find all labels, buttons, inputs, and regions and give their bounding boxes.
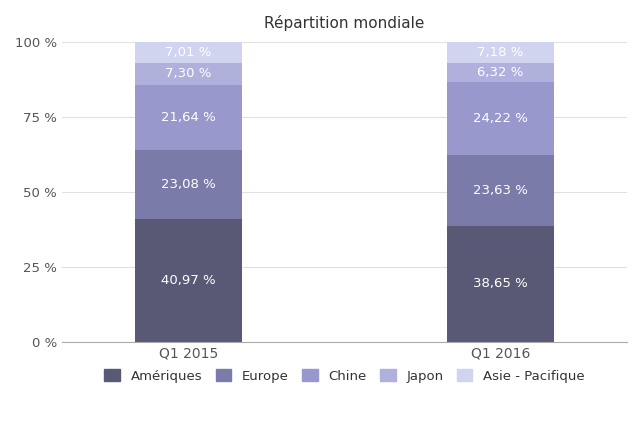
Bar — [447, 63, 554, 83]
Legend: Amériques, Europe, Chine, Japon, Asie - Pacifique: Amériques, Europe, Chine, Japon, Asie - … — [98, 363, 591, 389]
Bar — [135, 85, 242, 150]
Text: 23,63 %: 23,63 % — [473, 184, 528, 197]
Text: 21,64 %: 21,64 % — [161, 111, 216, 124]
Bar — [447, 42, 554, 63]
Text: 7,30 %: 7,30 % — [166, 67, 212, 80]
Text: 7,18 %: 7,18 % — [477, 46, 523, 59]
Text: 24,22 %: 24,22 % — [473, 112, 528, 125]
Bar — [135, 42, 242, 63]
Bar — [135, 150, 242, 219]
Bar — [447, 155, 554, 226]
Text: 7,01 %: 7,01 % — [166, 46, 212, 59]
Bar — [135, 63, 242, 85]
Bar — [447, 226, 554, 342]
Bar — [447, 83, 554, 155]
Text: 40,97 %: 40,97 % — [161, 274, 216, 287]
Text: 38,65 %: 38,65 % — [473, 277, 528, 290]
Text: 6,32 %: 6,32 % — [477, 66, 523, 80]
Text: 23,08 %: 23,08 % — [161, 178, 216, 191]
Title: Répartition mondiale: Répartition mondiale — [265, 15, 424, 31]
Bar — [135, 219, 242, 342]
